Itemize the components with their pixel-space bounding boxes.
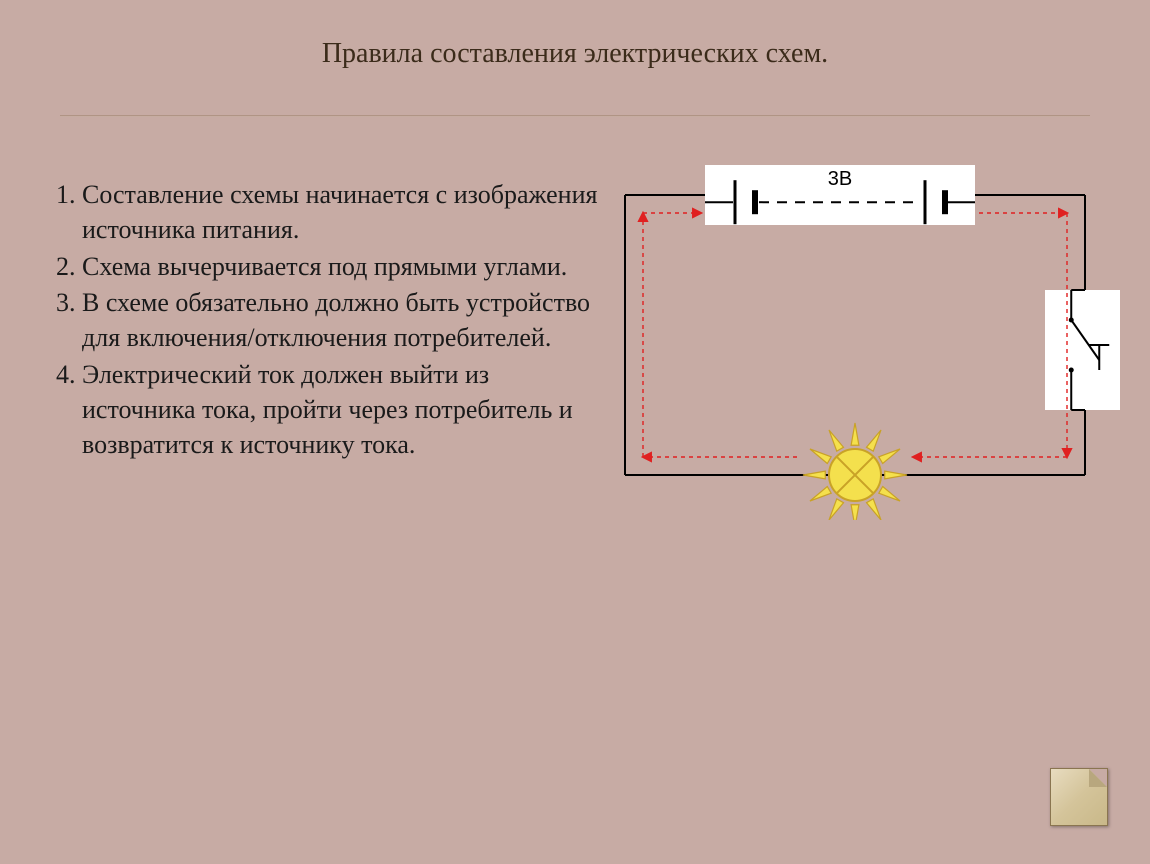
rule-item: Электрический ток должен выйти из источн… bbox=[82, 358, 600, 462]
note-icon[interactable] bbox=[1050, 768, 1108, 826]
circuit-diagram: 3В bbox=[605, 160, 1125, 520]
rule-item: Составление схемы начинается с изображен… bbox=[82, 178, 600, 248]
rule-item: Схема вычерчивается под прямыми углами. bbox=[82, 250, 600, 285]
rules-list: Составление схемы начинается с изображен… bbox=[40, 178, 600, 463]
rules-list-container: Составление схемы начинается с изображен… bbox=[40, 178, 600, 465]
rule-item: В схеме обязательно должно быть устройст… bbox=[82, 286, 600, 356]
page-title: Правила составления электрических схем. bbox=[0, 0, 1150, 70]
svg-text:3В: 3В bbox=[828, 168, 852, 190]
divider bbox=[60, 115, 1090, 117]
